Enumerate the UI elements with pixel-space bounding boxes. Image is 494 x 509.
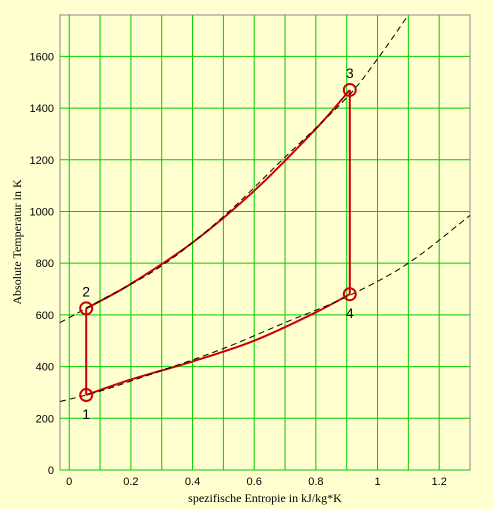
cycle-line-4-1: [85, 293, 351, 396]
y-tick-label: 1600: [30, 51, 54, 63]
lower-isobar-line: [60, 215, 470, 402]
state-point-1-label: 1: [82, 406, 90, 422]
x-tick-label: 0.4: [185, 476, 200, 488]
x-tick-label: 0.6: [247, 476, 262, 488]
state-point-4-label: 4: [346, 305, 354, 321]
state-point-2-marker: [79, 301, 94, 316]
y-tick-label: 1400: [30, 103, 54, 115]
state-points: 1 2 3 4: [79, 65, 357, 422]
series-group: [60, 15, 470, 402]
grid: [60, 15, 470, 471]
x-tick-label: 0: [66, 476, 72, 488]
y-tick-labels: 0 200 400 600 800 1000 1200 1400 1600: [30, 51, 54, 477]
x-tick-label: 0.8: [308, 476, 323, 488]
plot-area: [59, 14, 471, 471]
state-point-3-label: 3: [346, 65, 354, 81]
y-tick-label: 800: [36, 258, 54, 270]
x-tick-label: 1.2: [432, 476, 447, 488]
y-tick-label: 1200: [30, 155, 54, 167]
y-axis-label: Absolute Temperatur in K: [10, 179, 24, 305]
state-point-1-marker: [79, 388, 94, 403]
state-point-4-marker: [342, 287, 357, 302]
x-axis-label: spezifische Entropie in kJ/kg*K: [188, 491, 342, 505]
x-tick-label: 0.2: [123, 476, 138, 488]
y-tick-label: 200: [36, 413, 54, 425]
x-tick-label: 1: [374, 476, 380, 488]
state-point-3-marker: [342, 82, 357, 97]
y-tick-label: 0: [48, 465, 54, 477]
y-tick-label: 400: [36, 362, 54, 374]
y-tick-label: 1000: [30, 206, 54, 218]
x-tick-labels: 0 0.2 0.4 0.6 0.8 1 1.2: [66, 476, 447, 488]
y-tick-label: 600: [36, 310, 54, 322]
state-point-2-label: 2: [82, 283, 90, 299]
